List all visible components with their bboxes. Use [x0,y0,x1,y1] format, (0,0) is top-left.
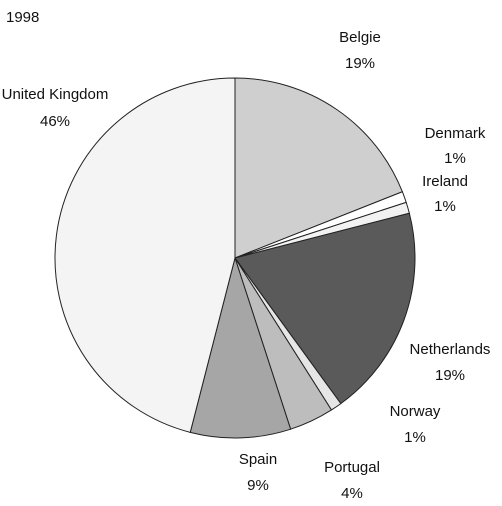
slice-label: Netherlands [410,341,491,358]
pie-slice [234,77,404,259]
slice-value-label: 4% [341,485,363,502]
slice-value-label: 19% [435,367,465,384]
slice-label: Denmark [425,125,486,142]
pie-slice [234,212,416,405]
chart-title: 1998 [6,9,39,26]
slice-value-label: 46% [40,113,70,130]
slice-label: Belgie [339,29,381,46]
slice-value-label: 9% [247,477,269,494]
slice-label: Ireland [422,173,468,190]
slice-value-label: 1% [434,198,456,215]
pie-slice [189,256,292,439]
pie-slice [54,77,236,433]
slice-label: United Kingdom [2,86,109,103]
slice-label: Spain [239,451,277,468]
slice-value-label: 1% [404,429,426,446]
slice-value-label: 1% [444,150,466,167]
slice-label: Norway [390,403,441,420]
slice-value-label: 19% [345,55,375,72]
slice-label: Portugal [324,459,380,476]
